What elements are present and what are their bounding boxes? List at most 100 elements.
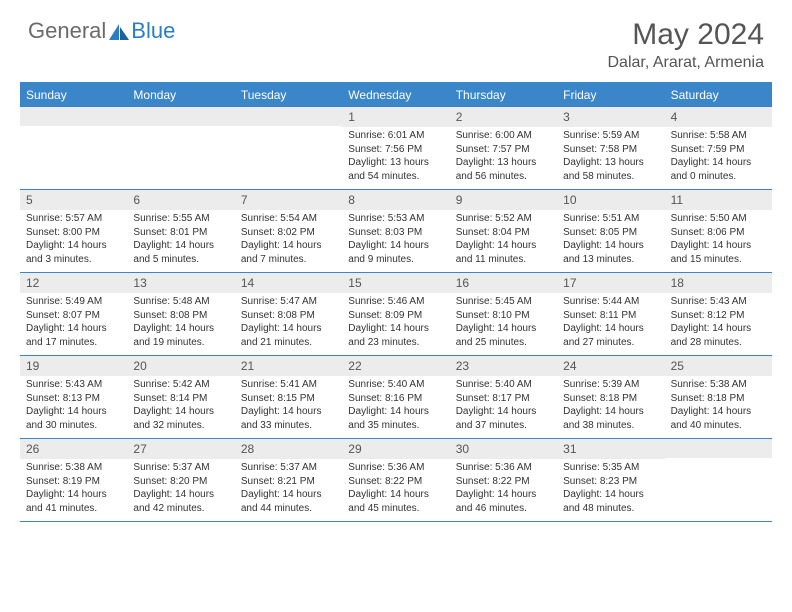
day-body: Sunrise: 5:58 AMSunset: 7:59 PMDaylight:… (665, 127, 772, 189)
day-number: 2 (450, 107, 557, 127)
day-line: and 23 minutes. (348, 336, 443, 350)
week-row: 1Sunrise: 6:01 AMSunset: 7:56 PMDaylight… (20, 107, 772, 190)
day-line: Sunrise: 5:40 AM (456, 378, 551, 392)
day-cell: 13Sunrise: 5:48 AMSunset: 8:08 PMDayligh… (127, 273, 234, 355)
day-line: and 0 minutes. (671, 170, 766, 184)
day-line: and 58 minutes. (563, 170, 658, 184)
day-line: Sunset: 8:19 PM (26, 475, 121, 489)
day-line: Sunrise: 5:51 AM (563, 212, 658, 226)
day-cell: 21Sunrise: 5:41 AMSunset: 8:15 PMDayligh… (235, 356, 342, 438)
day-cell: 2Sunrise: 6:00 AMSunset: 7:57 PMDaylight… (450, 107, 557, 189)
day-line: Sunrise: 5:50 AM (671, 212, 766, 226)
day-cell: 31Sunrise: 5:35 AMSunset: 8:23 PMDayligh… (557, 439, 664, 521)
day-line: Daylight: 13 hours (563, 156, 658, 170)
day-line: Sunset: 8:06 PM (671, 226, 766, 240)
brand-text-2: Blue (131, 18, 175, 44)
day-header: Saturday (665, 84, 772, 107)
day-line: Sunset: 8:17 PM (456, 392, 551, 406)
day-body: Sunrise: 5:41 AMSunset: 8:15 PMDaylight:… (235, 376, 342, 438)
day-line: Daylight: 14 hours (671, 239, 766, 253)
day-line: Daylight: 13 hours (456, 156, 551, 170)
week-row: 26Sunrise: 5:38 AMSunset: 8:19 PMDayligh… (20, 439, 772, 522)
day-body: Sunrise: 5:43 AMSunset: 8:13 PMDaylight:… (20, 376, 127, 438)
day-number: 26 (20, 439, 127, 459)
location-text: Dalar, Ararat, Armenia (607, 54, 764, 72)
day-number: 4 (665, 107, 772, 127)
day-line: Sunrise: 5:54 AM (241, 212, 336, 226)
day-line: and 19 minutes. (133, 336, 228, 350)
day-line: Daylight: 14 hours (671, 156, 766, 170)
day-body: Sunrise: 5:43 AMSunset: 8:12 PMDaylight:… (665, 293, 772, 355)
day-body: Sunrise: 5:57 AMSunset: 8:00 PMDaylight:… (20, 210, 127, 272)
day-line: Sunset: 7:57 PM (456, 143, 551, 157)
week-row: 12Sunrise: 5:49 AMSunset: 8:07 PMDayligh… (20, 273, 772, 356)
day-line: and 15 minutes. (671, 253, 766, 267)
day-body: Sunrise: 6:01 AMSunset: 7:56 PMDaylight:… (342, 127, 449, 189)
brand-text-1: General (28, 18, 106, 44)
day-line: and 40 minutes. (671, 419, 766, 433)
day-line: Sunrise: 5:37 AM (133, 461, 228, 475)
day-line: Sunset: 8:07 PM (26, 309, 121, 323)
day-line: and 25 minutes. (456, 336, 551, 350)
day-body: Sunrise: 5:37 AMSunset: 8:20 PMDaylight:… (127, 459, 234, 521)
day-line: Sunset: 8:18 PM (563, 392, 658, 406)
day-line: Daylight: 14 hours (348, 322, 443, 336)
day-line: and 7 minutes. (241, 253, 336, 267)
day-line: and 3 minutes. (26, 253, 121, 267)
day-body: Sunrise: 5:44 AMSunset: 8:11 PMDaylight:… (557, 293, 664, 355)
day-line: Sunset: 8:15 PM (241, 392, 336, 406)
day-body: Sunrise: 5:54 AMSunset: 8:02 PMDaylight:… (235, 210, 342, 272)
day-number: 14 (235, 273, 342, 293)
day-line: and 32 minutes. (133, 419, 228, 433)
day-line: Sunset: 8:08 PM (241, 309, 336, 323)
weeks-container: 1Sunrise: 6:01 AMSunset: 7:56 PMDaylight… (20, 107, 772, 522)
day-body: Sunrise: 5:47 AMSunset: 8:08 PMDaylight:… (235, 293, 342, 355)
day-line: Sunset: 7:58 PM (563, 143, 658, 157)
day-line: Sunrise: 5:35 AM (563, 461, 658, 475)
day-number: 21 (235, 356, 342, 376)
day-line: Sunrise: 5:38 AM (671, 378, 766, 392)
day-number: 17 (557, 273, 664, 293)
day-cell: 22Sunrise: 5:40 AMSunset: 8:16 PMDayligh… (342, 356, 449, 438)
day-line: Daylight: 14 hours (241, 322, 336, 336)
day-line: Daylight: 14 hours (241, 239, 336, 253)
day-line: Sunset: 8:02 PM (241, 226, 336, 240)
day-cell: 29Sunrise: 5:36 AMSunset: 8:22 PMDayligh… (342, 439, 449, 521)
day-body: Sunrise: 5:36 AMSunset: 8:22 PMDaylight:… (450, 459, 557, 521)
day-number: 11 (665, 190, 772, 210)
brand-logo: General Blue (28, 18, 175, 44)
day-line: Daylight: 14 hours (456, 488, 551, 502)
day-body: Sunrise: 5:49 AMSunset: 8:07 PMDaylight:… (20, 293, 127, 355)
day-line: Daylight: 14 hours (563, 405, 658, 419)
day-line: Daylight: 14 hours (133, 488, 228, 502)
day-line: Sunrise: 5:46 AM (348, 295, 443, 309)
day-cell: 8Sunrise: 5:53 AMSunset: 8:03 PMDaylight… (342, 190, 449, 272)
day-line: and 21 minutes. (241, 336, 336, 350)
day-line: and 30 minutes. (26, 419, 121, 433)
day-body: Sunrise: 5:35 AMSunset: 8:23 PMDaylight:… (557, 459, 664, 521)
day-cell: 3 Sunrise: 5:59 AMSunset: 7:58 PMDaylight… (557, 107, 664, 189)
day-line: Daylight: 14 hours (26, 405, 121, 419)
day-line: Sunset: 8:10 PM (456, 309, 551, 323)
day-line: and 13 minutes. (563, 253, 658, 267)
day-line: Daylight: 13 hours (348, 156, 443, 170)
day-line: Sunset: 8:04 PM (456, 226, 551, 240)
day-line: and 46 minutes. (456, 502, 551, 516)
day-line: and 28 minutes. (671, 336, 766, 350)
day-line: Sunrise: 5:53 AM (348, 212, 443, 226)
day-number: 3 (557, 107, 664, 127)
day-line: Sunset: 8:01 PM (133, 226, 228, 240)
day-line: and 37 minutes. (456, 419, 551, 433)
day-number: 28 (235, 439, 342, 459)
day-line: and 54 minutes. (348, 170, 443, 184)
day-cell (235, 107, 342, 189)
day-line: Sunrise: 5:59 AM (563, 129, 658, 143)
day-line: Sunrise: 5:39 AM (563, 378, 658, 392)
day-body: Sunrise: 5:45 AMSunset: 8:10 PMDaylight:… (450, 293, 557, 355)
day-line: and 27 minutes. (563, 336, 658, 350)
day-body: Sunrise: 5:50 AMSunset: 8:06 PMDaylight:… (665, 210, 772, 272)
day-cell: 5Sunrise: 5:57 AMSunset: 8:00 PMDaylight… (20, 190, 127, 272)
day-line: Daylight: 14 hours (671, 322, 766, 336)
day-line: Sunrise: 5:55 AM (133, 212, 228, 226)
day-cell: 26Sunrise: 5:38 AMSunset: 8:19 PMDayligh… (20, 439, 127, 521)
